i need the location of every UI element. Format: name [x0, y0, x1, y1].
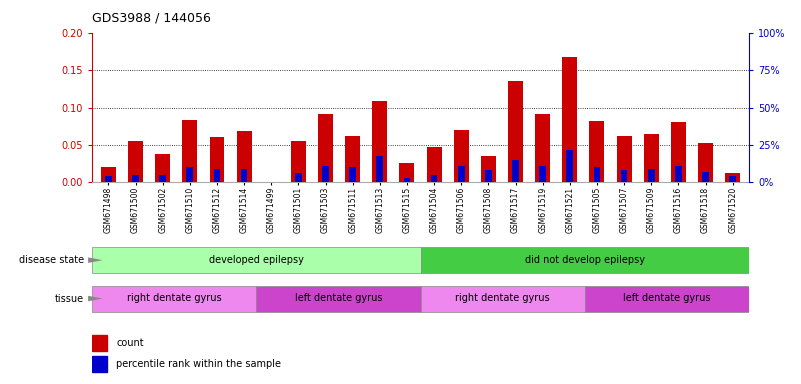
Bar	[128, 141, 143, 182]
Bar	[585, 286, 749, 311]
Bar	[421, 286, 585, 311]
Bar	[92, 247, 421, 273]
Bar	[322, 166, 329, 182]
Text: developed epilepsy: developed epilepsy	[209, 255, 304, 265]
Bar	[648, 169, 654, 182]
Bar	[644, 134, 658, 182]
Bar	[481, 156, 496, 182]
Bar	[92, 286, 256, 311]
Bar	[256, 286, 421, 311]
Bar	[404, 178, 410, 182]
Text: percentile rank within the sample: percentile rank within the sample	[116, 359, 281, 369]
Text: count: count	[116, 338, 143, 348]
Bar	[621, 170, 627, 182]
Text: tissue: tissue	[55, 293, 84, 304]
Bar	[155, 154, 170, 182]
Bar	[101, 167, 116, 182]
Bar	[512, 160, 519, 182]
Bar	[210, 137, 224, 182]
Bar	[421, 247, 749, 273]
Text: left dentate gyrus: left dentate gyrus	[295, 293, 382, 303]
Bar	[702, 172, 709, 182]
Bar	[458, 166, 465, 182]
Text: did not develop epilepsy: did not develop epilepsy	[525, 255, 645, 265]
Bar	[295, 174, 302, 182]
Bar	[427, 147, 441, 182]
Bar	[508, 81, 523, 182]
Bar	[318, 114, 333, 182]
Bar	[92, 356, 107, 372]
Bar	[214, 169, 220, 182]
Text: right dentate gyrus: right dentate gyrus	[127, 293, 222, 303]
Bar	[454, 130, 469, 182]
Text: GDS3988 / 144056: GDS3988 / 144056	[92, 12, 211, 25]
Bar	[376, 156, 383, 182]
Bar	[431, 175, 437, 182]
Bar	[132, 175, 139, 182]
Text: left dentate gyrus: left dentate gyrus	[623, 293, 710, 303]
Bar	[345, 136, 360, 182]
Bar	[291, 141, 306, 182]
Bar	[590, 121, 605, 182]
Bar	[535, 114, 550, 182]
Polygon shape	[88, 257, 103, 263]
Bar	[566, 150, 574, 182]
Bar	[236, 131, 252, 182]
Text: right dentate gyrus: right dentate gyrus	[455, 293, 550, 303]
Bar	[105, 176, 112, 182]
Text: disease state: disease state	[19, 255, 84, 265]
Bar	[729, 176, 736, 182]
Bar	[372, 101, 387, 182]
Bar	[539, 166, 546, 182]
Bar	[159, 175, 166, 182]
Bar	[92, 335, 107, 351]
Bar	[675, 166, 682, 182]
Bar	[485, 170, 492, 182]
Bar	[617, 136, 631, 182]
Polygon shape	[88, 296, 103, 301]
Bar	[241, 169, 248, 182]
Bar	[562, 56, 578, 182]
Bar	[349, 167, 356, 182]
Bar	[187, 167, 193, 182]
Bar	[671, 122, 686, 182]
Bar	[183, 120, 197, 182]
Bar	[400, 163, 414, 182]
Bar	[594, 167, 600, 182]
Bar	[725, 174, 740, 182]
Bar	[698, 143, 713, 182]
